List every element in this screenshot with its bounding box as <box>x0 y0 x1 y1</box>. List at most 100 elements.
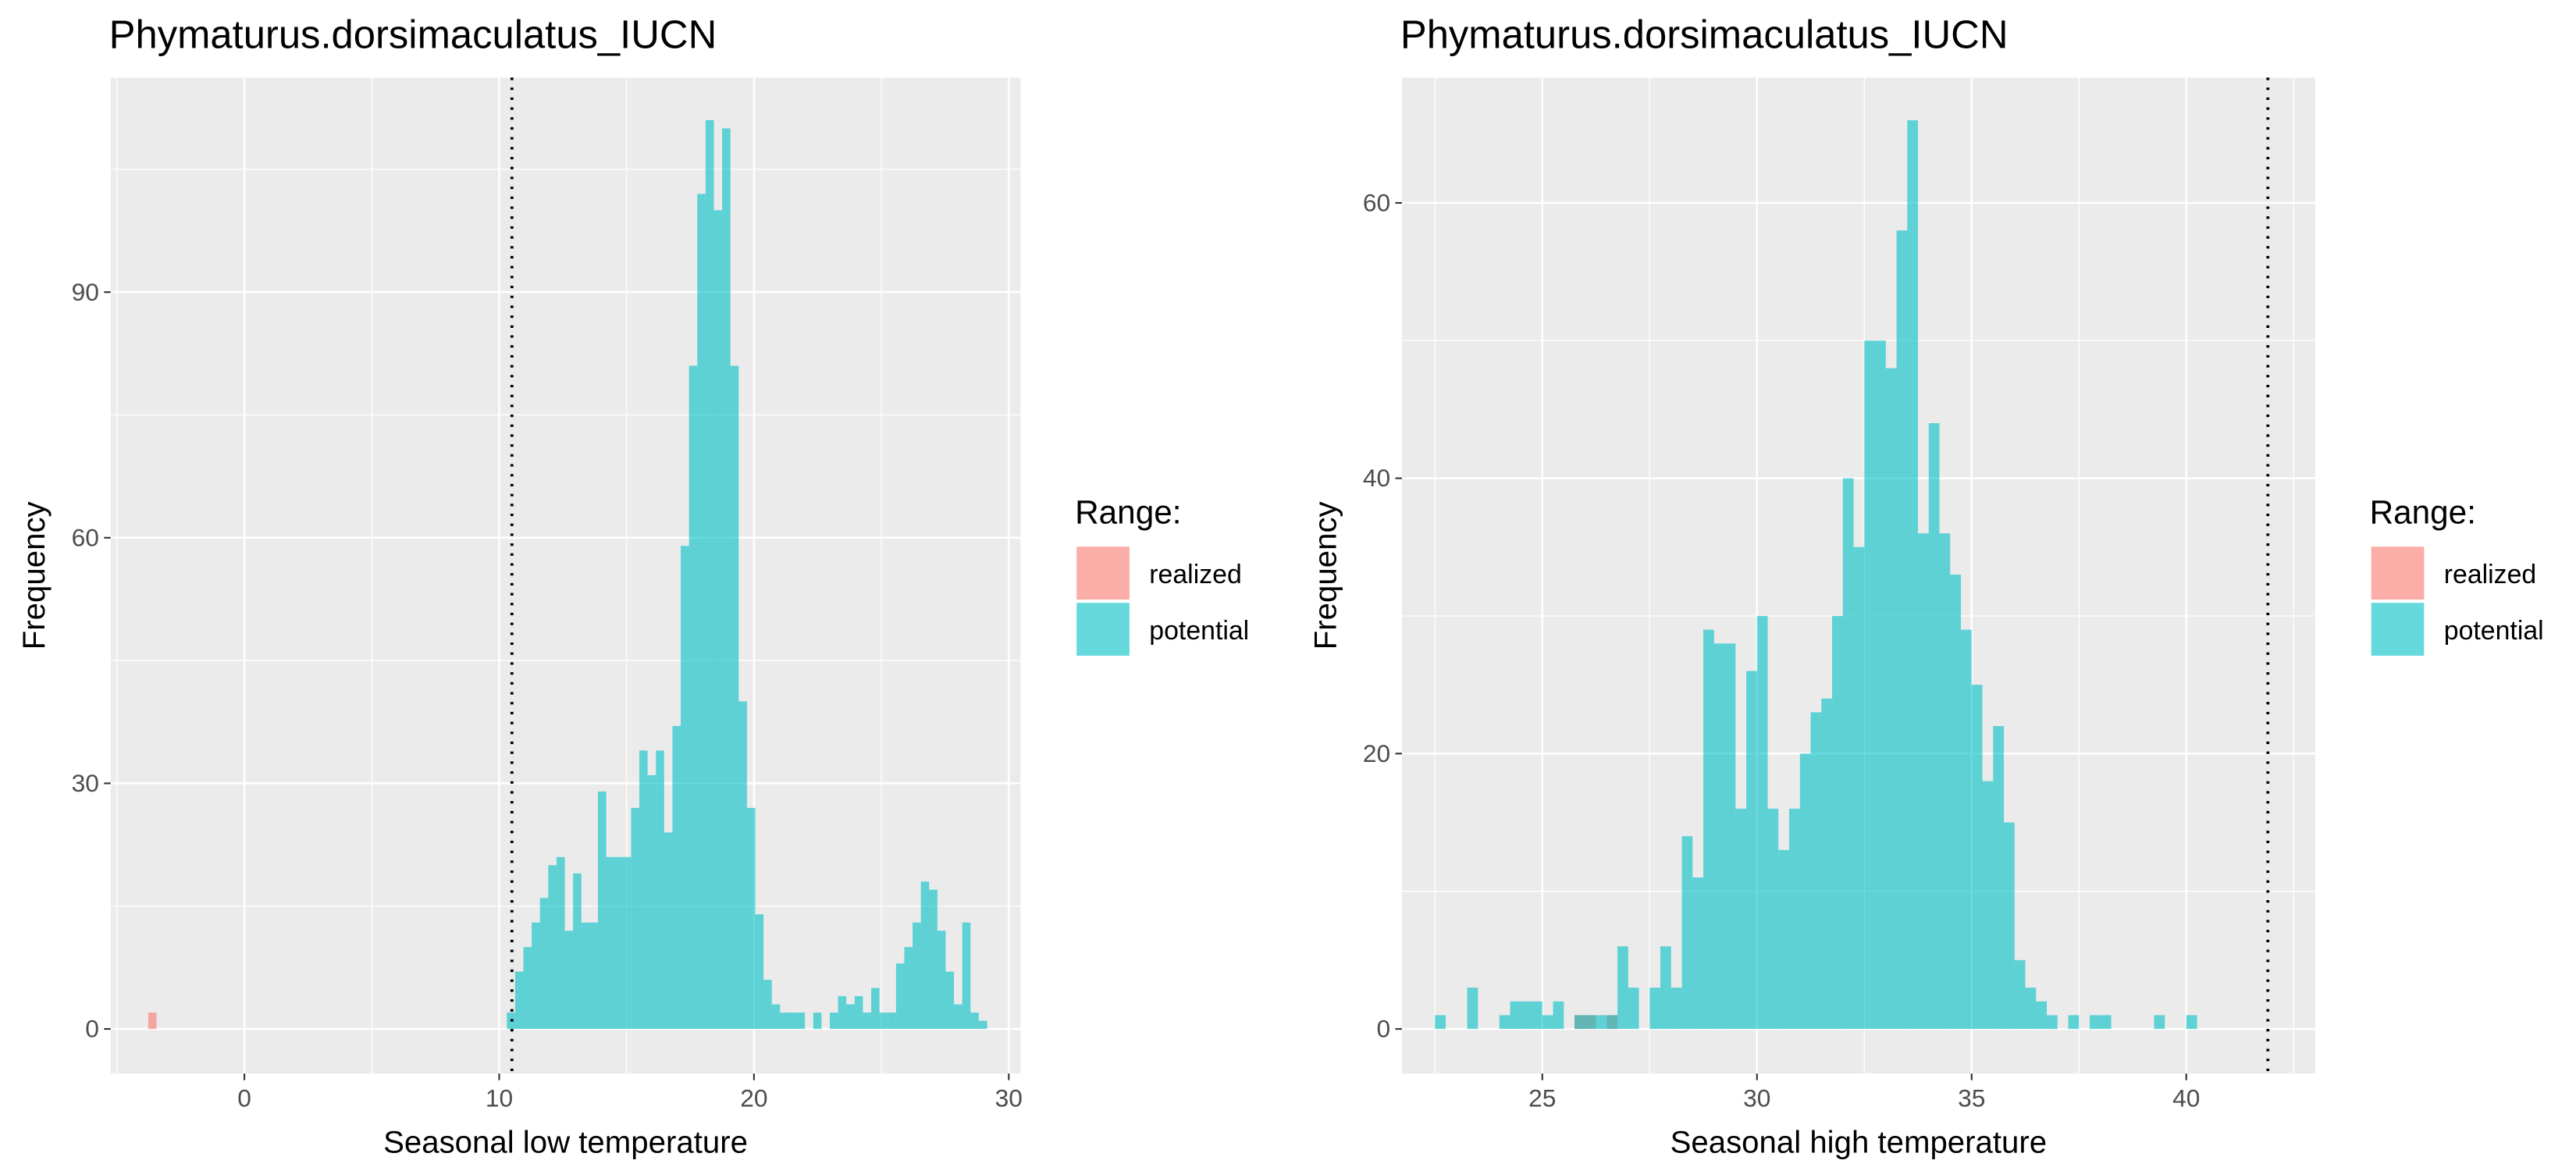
histogram-bar <box>1735 808 1747 1030</box>
legend-label: realized <box>1149 560 1241 589</box>
histogram-bar <box>1821 698 1833 1030</box>
histogram-bar <box>1864 340 1876 1030</box>
histogram-bar <box>978 1020 987 1030</box>
histogram-bar <box>2014 959 2026 1030</box>
histogram-bar <box>937 931 946 1030</box>
histogram-bar <box>1842 478 1854 1030</box>
histogram-bar <box>895 963 905 1030</box>
histogram-bar <box>1982 781 1994 1030</box>
histogram-bar <box>738 701 747 1030</box>
histogram-bar <box>722 128 731 1030</box>
histogram-bar <box>871 988 880 1030</box>
histogram-bar <box>1703 629 1714 1030</box>
histogram-bar <box>1875 340 1886 1030</box>
histogram-bar <box>1885 368 1897 1030</box>
x-tick-label: 30 <box>1743 1084 1770 1112</box>
histogram-bar <box>1649 988 1661 1030</box>
chart-title: Phymaturus.dorsimaculatus_IUCN <box>109 12 717 56</box>
chart-title: Phymaturus.dorsimaculatus_IUCN <box>1400 12 2008 56</box>
histogram-bar <box>1499 1015 1510 1030</box>
histogram-bar <box>581 922 590 1030</box>
histogram-bar <box>1939 533 1951 1030</box>
histogram-bar <box>1928 423 1940 1030</box>
histogram-bar <box>879 1013 888 1030</box>
histogram-bar <box>656 750 664 1030</box>
histogram-bar <box>2090 1015 2101 1030</box>
histogram-bar <box>913 922 921 1030</box>
histogram-bar <box>771 1004 781 1030</box>
y-axis-title: Frequency <box>16 500 52 650</box>
histogram-bar <box>838 996 847 1030</box>
legend-key <box>1076 603 1130 656</box>
histogram-bar <box>1510 1001 1521 1030</box>
legend-label: realized <box>2444 560 2536 589</box>
histogram-bar <box>1435 1015 1446 1030</box>
histogram-bar <box>1778 849 1790 1030</box>
y-axis-title: Frequency <box>1308 500 1343 650</box>
histogram-bar <box>788 1013 797 1030</box>
histogram-bar <box>1692 877 1704 1030</box>
legend-key <box>1076 546 1130 600</box>
y-tick-label: 30 <box>72 769 99 797</box>
x-tick-label: 10 <box>486 1084 513 1112</box>
histogram-bar <box>1746 671 1757 1030</box>
histogram-bar <box>681 546 689 1030</box>
histogram-bar <box>622 856 632 1030</box>
histogram-bar <box>863 1013 872 1030</box>
histogram-bar <box>1681 836 1693 1030</box>
histogram-bar <box>697 194 706 1030</box>
histogram-bar <box>148 1013 157 1030</box>
histogram-bar <box>920 881 930 1030</box>
histogram-bar <box>780 1013 788 1030</box>
histogram-bar <box>631 807 640 1030</box>
histogram-bar <box>532 922 540 1030</box>
histogram-bar <box>1670 988 1682 1030</box>
histogram-bar <box>970 1013 979 1030</box>
histogram-bar <box>1467 988 1478 1030</box>
legend-key <box>2371 603 2425 656</box>
histogram-bar <box>2047 1015 2058 1030</box>
x-tick-label: 35 <box>1958 1084 1985 1112</box>
histogram-bar <box>1961 629 1972 1030</box>
histogram-bar <box>1756 615 1768 1030</box>
x-tick-label: 25 <box>1528 1084 1556 1112</box>
histogram-bar <box>1971 685 1983 1030</box>
y-tick-label: 90 <box>72 278 99 306</box>
histogram-bar <box>1789 808 1800 1030</box>
histogram-bar <box>647 774 656 1030</box>
histogram-bar <box>1660 946 1671 1030</box>
histogram-bar <box>1553 1001 1564 1030</box>
histogram-bar <box>548 865 557 1030</box>
histogram-bar <box>2036 1001 2048 1030</box>
histogram-bar <box>664 832 673 1030</box>
histogram-bar <box>614 856 623 1030</box>
y-tick-label: 0 <box>1377 1015 1391 1043</box>
histogram-bar <box>523 947 532 1030</box>
histogram-bar <box>564 931 574 1030</box>
histogram-bar <box>2068 1015 2080 1030</box>
legend-label: potential <box>2444 616 2544 646</box>
histogram-bar <box>1767 808 1779 1030</box>
histogram-bar <box>597 791 607 1030</box>
histogram-bar <box>746 807 756 1030</box>
histogram-bar <box>672 726 681 1030</box>
histogram-bar <box>713 210 723 1030</box>
histogram-bar <box>813 1013 822 1030</box>
y-tick-label: 60 <box>72 523 99 551</box>
histogram-bar <box>1628 988 1639 1030</box>
x-tick-label: 20 <box>740 1084 767 1112</box>
histogram-bar <box>1713 643 1725 1030</box>
x-tick-label: 40 <box>2172 1084 2200 1112</box>
histogram-bar <box>1617 946 1628 1030</box>
histogram-bar <box>829 1013 838 1030</box>
histogram-bar <box>705 119 714 1030</box>
histogram-bar <box>514 971 524 1030</box>
histogram-bar <box>1810 712 1822 1030</box>
x-axis-title: Seasonal low temperature <box>383 1125 748 1160</box>
histogram-bar <box>2100 1015 2112 1030</box>
plot-background <box>110 77 1021 1074</box>
histogram-bar <box>755 914 764 1030</box>
histogram-bar <box>639 750 648 1030</box>
x-tick-label: 30 <box>995 1084 1023 1112</box>
histogram-bar <box>962 922 971 1030</box>
